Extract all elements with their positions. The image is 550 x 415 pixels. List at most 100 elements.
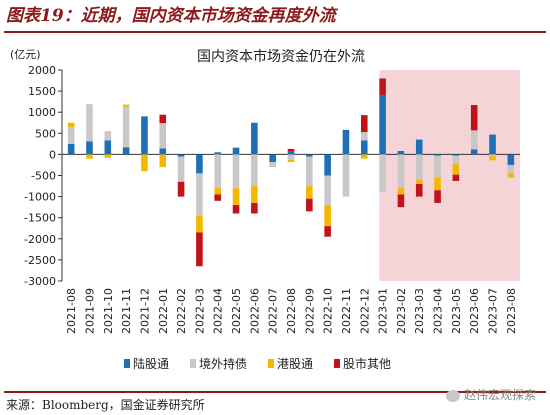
bar-segment-1 bbox=[397, 151, 405, 155]
bar-segment-2 bbox=[397, 154, 405, 189]
legend-swatch-3 bbox=[268, 359, 274, 368]
bar-segment-1 bbox=[177, 154, 185, 157]
bar-segment-2 bbox=[232, 154, 240, 189]
bar-segment-1 bbox=[360, 140, 368, 155]
title-rule bbox=[4, 31, 546, 33]
bar-segment-3 bbox=[122, 104, 130, 107]
bar-segment-1 bbox=[415, 139, 423, 155]
x-tick-label: 2022-10 bbox=[322, 288, 335, 334]
bar-segment-2 bbox=[489, 154, 496, 157]
bar-segment-2 bbox=[67, 126, 75, 144]
bar-segment-4 bbox=[324, 226, 331, 237]
x-tick-label: 2022-03 bbox=[193, 288, 206, 334]
bar-segment-3 bbox=[159, 154, 167, 168]
x-tick-label: 2022-12 bbox=[358, 288, 371, 334]
wechat-icon bbox=[445, 389, 460, 402]
bar-segment-3 bbox=[251, 186, 258, 203]
bar-segment-1 bbox=[269, 154, 276, 162]
bar-segment-3 bbox=[415, 179, 423, 184]
y-unit-label: (亿元) bbox=[10, 48, 41, 61]
bar-segment-4 bbox=[287, 148, 295, 152]
bar-segment-4 bbox=[434, 190, 441, 203]
x-tick-label: 2023-05 bbox=[450, 288, 463, 334]
bar-segment-4 bbox=[452, 174, 460, 181]
legend-swatch-1 bbox=[124, 359, 130, 368]
bar-segment-1 bbox=[507, 154, 515, 165]
x-tick-label: 2022-08 bbox=[285, 288, 298, 334]
bar-segment-2 bbox=[214, 154, 222, 189]
y-tick-label: -2500 bbox=[24, 254, 56, 267]
x-tick-label: 2023-08 bbox=[505, 288, 518, 334]
bar-segment-3 bbox=[489, 156, 496, 161]
x-tick-label: 2021-11 bbox=[120, 288, 133, 334]
bar-segment-1 bbox=[104, 140, 112, 155]
bar-segment-1 bbox=[196, 154, 203, 174]
bar-segment-3 bbox=[507, 173, 515, 178]
chart-title: 国内资本市场资金仍在外流 bbox=[197, 48, 365, 65]
bar-segment-3 bbox=[397, 188, 405, 195]
bar-segment-4 bbox=[177, 181, 185, 197]
bar-segment-1 bbox=[232, 147, 240, 155]
watermark: 赵伟宏观探索 bbox=[445, 386, 536, 403]
y-tick-label: -2000 bbox=[24, 233, 56, 246]
x-tick-label: 2023-03 bbox=[413, 288, 426, 334]
bar-segment-4 bbox=[470, 105, 478, 131]
bar-segment-3 bbox=[67, 122, 75, 127]
bar-segment-2 bbox=[379, 154, 386, 193]
bar-segment-3 bbox=[141, 154, 148, 172]
x-tick-label: 2022-04 bbox=[212, 288, 225, 334]
bar-segment-3 bbox=[232, 188, 240, 206]
x-tick-label: 2023-07 bbox=[487, 288, 500, 334]
x-tick-label: 2023-04 bbox=[432, 288, 445, 334]
x-tick-label: 2021-12 bbox=[138, 288, 151, 334]
y-tick-label: 0 bbox=[49, 148, 56, 161]
bar-segment-2 bbox=[360, 132, 368, 141]
bar-segment-1 bbox=[324, 154, 331, 176]
x-tick-label: 2022-07 bbox=[267, 288, 280, 334]
legend-swatch-4 bbox=[334, 359, 340, 368]
bar-segment-3 bbox=[324, 205, 331, 227]
x-tick-label: 2022-06 bbox=[248, 288, 261, 334]
watermark-text: 赵伟宏观探索 bbox=[463, 388, 536, 402]
bar-segment-2 bbox=[159, 123, 167, 149]
bar-segment-4 bbox=[379, 78, 386, 96]
bar-segment-3 bbox=[196, 215, 203, 233]
bar-segment-1 bbox=[306, 154, 313, 157]
bar-segment-2 bbox=[470, 130, 478, 150]
bar-segment-4 bbox=[214, 194, 222, 201]
legend-label-4: 股市其他 bbox=[343, 356, 391, 371]
bottom-rule bbox=[4, 391, 546, 393]
y-tick-label: -1500 bbox=[24, 212, 56, 225]
bar-segment-2 bbox=[196, 173, 203, 216]
bar-segment-1 bbox=[86, 141, 93, 155]
bar-segment-1 bbox=[141, 116, 148, 155]
x-tick-label: 2022-01 bbox=[157, 288, 170, 334]
bar-segment-1 bbox=[489, 134, 496, 155]
bar-segment-4 bbox=[306, 198, 313, 212]
bar-segment-4 bbox=[360, 115, 368, 133]
y-tick-label: 1500 bbox=[28, 85, 56, 98]
legend-swatch-2 bbox=[190, 359, 196, 368]
figure-title: 图表19：近期，国内资本市场资金再度外流 bbox=[6, 6, 336, 26]
bar-segment-1 bbox=[287, 151, 295, 155]
bar-segment-1 bbox=[434, 154, 441, 156]
y-tick-label: -1000 bbox=[24, 191, 56, 204]
x-tick-label: 2023-01 bbox=[377, 288, 390, 334]
bar-segment-1 bbox=[122, 147, 130, 155]
bar-segment-1 bbox=[452, 154, 460, 156]
bar-segment-2 bbox=[177, 156, 185, 182]
bar-segment-2 bbox=[452, 155, 460, 165]
y-tick-label: 1000 bbox=[28, 106, 56, 119]
bar-segment-1 bbox=[342, 129, 350, 155]
bar-segment-2 bbox=[507, 164, 515, 174]
bar-segment-3 bbox=[104, 154, 112, 158]
bar-segment-3 bbox=[86, 154, 93, 159]
x-tick-label: 2023-06 bbox=[468, 288, 481, 334]
x-tick-label: 2022-05 bbox=[230, 288, 243, 334]
stacked-bar-chart: -3000 -2500 -2000 -1500 -1000 -500 0 500 1000 150… bbox=[10, 48, 520, 371]
x-tick-label: 2022-09 bbox=[303, 288, 316, 334]
bar-segment-3 bbox=[360, 154, 368, 159]
bar-segment-4 bbox=[415, 183, 423, 197]
bar-segment-3 bbox=[306, 186, 313, 199]
y-tick-label: -3000 bbox=[24, 275, 56, 288]
